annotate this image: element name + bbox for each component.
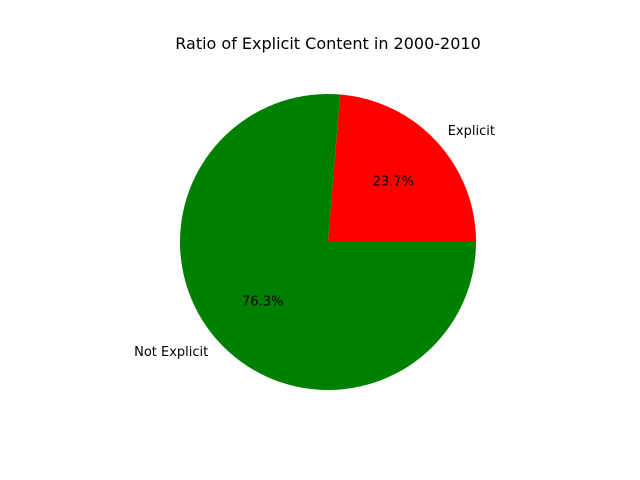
slice-percent-label: 23.7%: [373, 174, 414, 189]
slice-label: Explicit: [448, 124, 495, 139]
chart-title: Ratio of Explicit Content in 2000-2010: [175, 34, 481, 53]
slice-label: Not Explicit: [134, 345, 208, 360]
pie-slice-explicit: [328, 94, 476, 243]
pie-labels: Explicit 23.7% Not Explicit 76.3%: [134, 124, 495, 360]
slice-percent-label: 76.3%: [242, 295, 283, 310]
pie-slices: [180, 94, 476, 391]
pie-slice-not-explicit: [180, 94, 476, 391]
